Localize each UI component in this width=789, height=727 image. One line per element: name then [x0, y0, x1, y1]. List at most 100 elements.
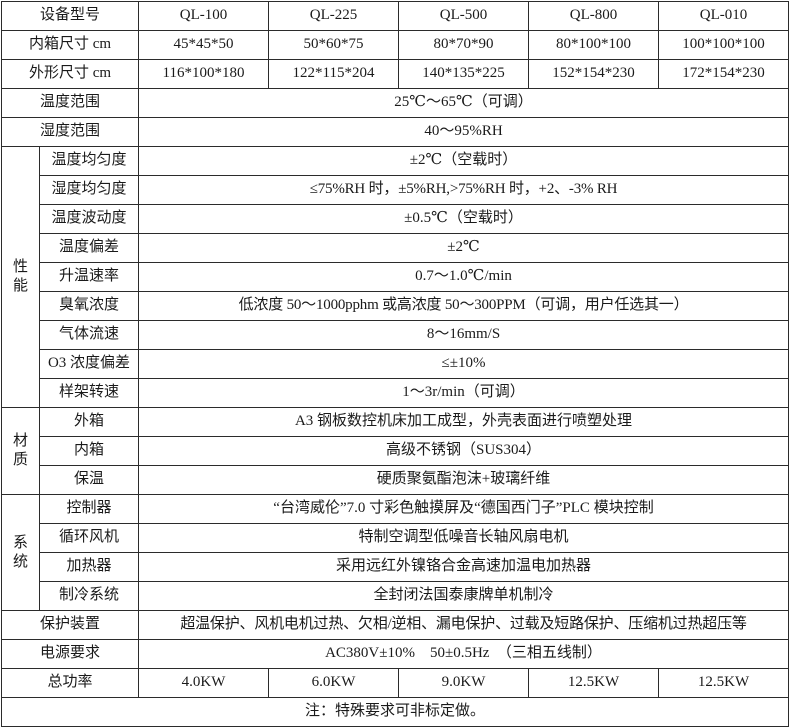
table-row-temperature-range: 温度范围 25℃～65℃（可调）: [1, 88, 789, 118]
value-temperature-uniformity: ±2℃（空载时）: [138, 146, 789, 176]
total-power-cell-4: 12.5KW: [658, 668, 789, 698]
outer-dimension-cell-1: 122*115*204: [268, 59, 399, 89]
row-label-refrigeration-system: 制冷系统: [39, 581, 139, 611]
value-gas-flow-rate: 8～16mm/S: [138, 320, 789, 350]
table-row-inner-dimensions: 内箱尺寸 cm 45*45*50 50*60*75 80*70*90 80*10…: [1, 30, 789, 60]
model-cell-4: QL-010: [658, 1, 789, 31]
group-label-system-char-1: 统: [12, 553, 28, 570]
row-label-ozone-concentration: 臭氧浓度: [39, 291, 139, 321]
row-label-humidity-uniformity: 湿度均匀度: [39, 175, 139, 205]
row-label-outer-case-material: 外箱: [39, 407, 139, 437]
group-label-material: 材 质: [1, 407, 40, 495]
table-row-temperature-uniformity: 性 能 温度均匀度 ±2℃（空载时）: [1, 146, 789, 408]
value-outer-case-material: A3 钢板数控机床加工成型，外壳表面进行喷塑处理: [138, 407, 789, 437]
row-label-temperature-deviation: 温度偏差: [39, 233, 139, 263]
table-row-ozone-concentration: 臭氧浓度 低浓度 50～1000pphm 或高浓度 50～300PPM（可调，用…: [2, 291, 789, 321]
row-label-outer-dimensions: 外形尺寸 cm: [1, 59, 139, 89]
table-row-insulation-material: 保温 硬质聚氨酯泡沫+玻璃纤维: [2, 465, 789, 495]
total-power-cell-0: 4.0KW: [138, 668, 269, 698]
row-label-o3-concentration-deviation: O3 浓度偏差: [39, 349, 139, 379]
value-temperature-range: 25℃～65℃（可调）: [138, 88, 789, 118]
outer-dimension-cell-3: 152*154*230: [528, 59, 659, 89]
row-label-sample-rack-speed: 样架转速: [39, 378, 139, 408]
row-label-circulation-fan: 循环风机: [39, 523, 139, 553]
table-row-power-supply: 电源要求 AC380V±10% 50±0.5Hz （三相五线制）: [1, 639, 789, 669]
value-humidity-uniformity: ≤75%RH 时，±5%RH,>75%RH 时，+2、-3% RH: [138, 175, 789, 205]
table-row-sample-rack-speed: 样架转速 1～3r/min（可调）: [2, 378, 789, 408]
table-row-gas-flow-rate: 气体流速 8～16mm/S: [2, 320, 789, 350]
value-inner-case-material: 高级不锈钢（SUS304）: [138, 436, 789, 466]
value-refrigeration-system: 全封闭法国泰康牌单机制冷: [138, 581, 789, 611]
value-heating-rate: 0.7～1.0℃/min: [138, 262, 789, 292]
inner-dimension-cell-2: 80*70*90: [398, 30, 529, 60]
row-label-protection-devices: 保护装置: [1, 610, 139, 640]
model-cell-2: QL-500: [398, 1, 529, 31]
table-row-o3-concentration-deviation: O3 浓度偏差 ≤±10%: [2, 349, 789, 379]
table-row-humidity-range: 湿度范围 40～95%RH: [1, 117, 789, 147]
value-circulation-fan: 特制空调型低噪音长轴风扇电机: [138, 523, 789, 553]
table-row-outer-dimensions: 外形尺寸 cm 116*100*180 122*115*204 140*135*…: [1, 59, 789, 89]
row-label-power-supply: 电源要求: [1, 639, 139, 669]
value-o3-concentration-deviation: ≤±10%: [138, 349, 789, 379]
group-label-system-char-0: 系: [12, 534, 28, 551]
inner-dimension-cell-0: 45*45*50: [138, 30, 269, 60]
group-label-material-char-1: 质: [12, 452, 28, 468]
model-cell-0: QL-100: [138, 1, 269, 31]
inner-dimension-cell-3: 80*100*100: [528, 30, 659, 60]
group-label-performance-char-0: 性: [12, 259, 28, 276]
group-label-system: 系 统: [1, 494, 40, 611]
row-label-humidity-range: 湿度范围: [1, 117, 139, 147]
value-heater: 采用远红外镍铬合金高速加温电加热器: [138, 552, 789, 582]
row-label-heating-rate: 升温速率: [39, 262, 139, 292]
value-protection-devices: 超温保护、风机电机过热、欠相/逆相、漏电保护、过载及短路保护、压缩机过热超压等: [138, 610, 789, 640]
row-label-temperature-fluctuation: 温度波动度: [39, 204, 139, 234]
table-row-outer-case-material: 材 质 外箱 A3 钢板数控机床加工成型，外壳表面进行喷塑处理: [1, 407, 789, 495]
inner-dimension-cell-4: 100*100*100: [658, 30, 789, 60]
outer-dimension-cell-0: 116*100*180: [138, 59, 269, 89]
table-row-heating-rate: 升温速率 0.7～1.0℃/min: [2, 262, 789, 292]
row-label-controller: 控制器: [39, 494, 139, 524]
table-row-temperature-deviation: 温度偏差 ±2℃: [2, 233, 789, 263]
row-label-temperature-range: 温度范围: [1, 88, 139, 118]
table-row-heater: 加热器 采用远红外镍铬合金高速加温电加热器: [2, 552, 789, 582]
row-label-gas-flow-rate: 气体流速: [39, 320, 139, 350]
row-label-inner-dimensions: 内箱尺寸 cm: [1, 30, 139, 60]
value-temperature-deviation: ±2℃: [138, 233, 789, 263]
row-label-heater: 加热器: [39, 552, 139, 582]
table-row-total-power: 总功率 4.0KW 6.0KW 9.0KW 12.5KW 12.5KW: [1, 668, 789, 698]
table-row-circulation-fan: 循环风机 特制空调型低噪音长轴风扇电机: [2, 523, 789, 553]
value-power-supply: AC380V±10% 50±0.5Hz （三相五线制）: [138, 639, 789, 669]
total-power-cell-1: 6.0KW: [268, 668, 399, 698]
table-row-controller: 系 统 控制器 “台湾威伦”7.0 寸彩色触摸屏及“德国西门子”PLC 模块控制: [1, 494, 789, 611]
total-power-cell-3: 12.5KW: [528, 668, 659, 698]
value-controller: “台湾威伦”7.0 寸彩色触摸屏及“德国西门子”PLC 模块控制: [138, 494, 789, 524]
value-ozone-concentration: 低浓度 50～1000pphm 或高浓度 50～300PPM（可调，用户任选其一…: [138, 291, 789, 321]
outer-dimension-cell-4: 172*154*230: [658, 59, 789, 89]
table-row-temperature-fluctuation: 温度波动度 ±0.5℃（空载时）: [2, 204, 789, 234]
value-insulation-material: 硬质聚氨酯泡沫+玻璃纤维: [138, 465, 789, 495]
outer-dimension-cell-2: 140*135*225: [398, 59, 529, 89]
table-row-humidity-uniformity: 湿度均匀度 ≤75%RH 时，±5%RH,>75%RH 时，+2、-3% RH: [2, 175, 789, 205]
table-row-protection-devices: 保护装置 超温保护、风机电机过热、欠相/逆相、漏电保护、过载及短路保护、压缩机过…: [1, 610, 789, 640]
value-temperature-fluctuation: ±0.5℃（空载时）: [138, 204, 789, 234]
value-humidity-range: 40～95%RH: [138, 117, 789, 147]
inner-dimension-cell-1: 50*60*75: [268, 30, 399, 60]
header-label: 设备型号: [1, 1, 139, 31]
value-sample-rack-speed: 1～3r/min（可调）: [138, 378, 789, 408]
group-label-material-char-0: 材: [12, 433, 28, 450]
row-label-insulation-material: 保温: [39, 465, 139, 495]
model-cell-1: QL-225: [268, 1, 399, 31]
group-label-performance-char-1: 能: [12, 278, 28, 294]
row-label-total-power: 总功率: [1, 668, 139, 698]
table-row-header: 设备型号 QL-100 QL-225 QL-500 QL-800 QL-010: [1, 1, 789, 31]
note-text: 注：特殊要求可非标定做。: [1, 697, 789, 727]
table-row-inner-case-material: 内箱 高级不锈钢（SUS304）: [2, 436, 789, 466]
row-label-inner-case-material: 内箱: [39, 436, 139, 466]
group-label-performance: 性 能: [1, 146, 40, 408]
total-power-cell-2: 9.0KW: [398, 668, 529, 698]
row-label-temperature-uniformity: 温度均匀度: [39, 146, 139, 176]
model-cell-3: QL-800: [528, 1, 659, 31]
table-row-refrigeration-system: 制冷系统 全封闭法国泰康牌单机制冷: [2, 581, 789, 611]
table-row-note: 注：特殊要求可非标定做。: [1, 697, 789, 727]
